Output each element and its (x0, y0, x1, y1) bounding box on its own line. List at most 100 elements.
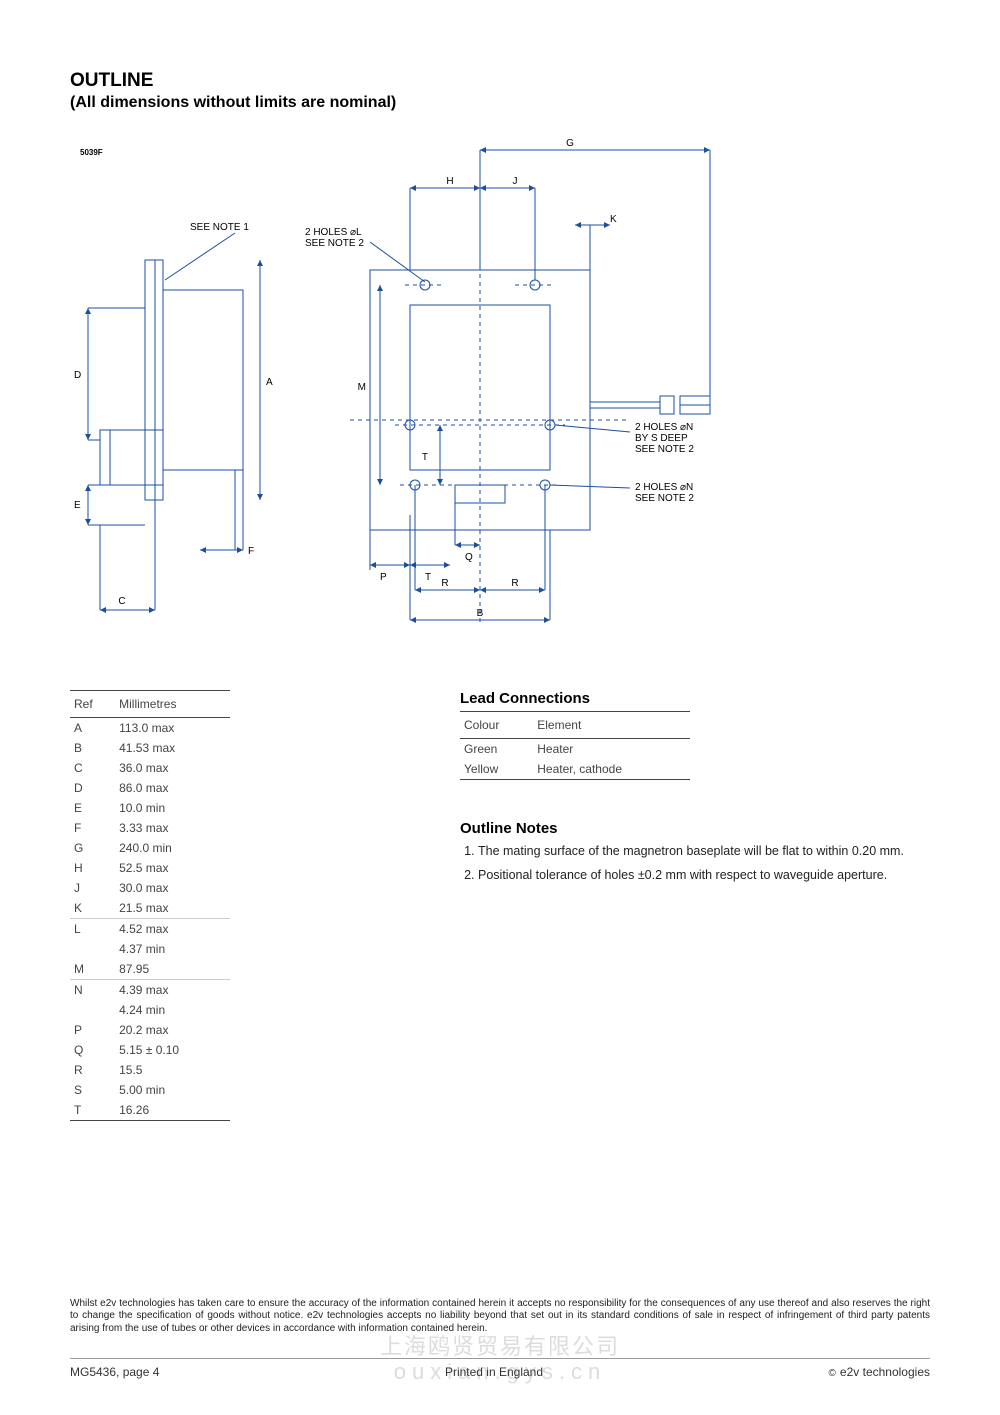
table-row: P20.2 max (70, 1020, 230, 1040)
svg-text:C: C (118, 596, 125, 607)
outline-note: Positional tolerance of holes ±0.2 mm wi… (478, 867, 930, 885)
dim-ref: A (70, 718, 115, 739)
dim-ref: C (70, 758, 115, 778)
dim-val: 16.26 (115, 1100, 230, 1121)
svg-text:E: E (74, 500, 81, 511)
svg-text:R: R (441, 578, 448, 589)
dim-val: 5.15 ± 0.10 (115, 1040, 230, 1060)
svg-text:SEE NOTE 2: SEE NOTE 2 (635, 493, 694, 504)
table-row: G240.0 min (70, 838, 230, 858)
lead-connections-table: Colour Element GreenHeaterYellowHeater, … (460, 711, 690, 780)
table-row: S5.00 min (70, 1080, 230, 1100)
svg-text:2 HOLES ⌀N: 2 HOLES ⌀N (635, 422, 693, 433)
lead-element: Heater (533, 739, 690, 760)
dim-val: 4.39 max (115, 980, 230, 1001)
svg-text:J: J (513, 176, 518, 187)
dim-ref: E (70, 798, 115, 818)
page-subtitle: (All dimensions without limits are nomin… (70, 94, 930, 112)
svg-text:G: G (566, 138, 574, 149)
table-row: D86.0 max (70, 778, 230, 798)
dim-val: 240.0 min (115, 838, 230, 858)
dim-ref: J (70, 878, 115, 898)
svg-text:D: D (74, 370, 81, 381)
table-row: E10.0 min (70, 798, 230, 818)
dim-ref: L (70, 919, 115, 940)
table-row: 4.24 min (70, 1000, 230, 1020)
table-row: YellowHeater, cathode (460, 759, 690, 780)
dim-ref: B (70, 738, 115, 758)
dim-val: 113.0 max (115, 718, 230, 739)
dim-val: 10.0 min (115, 798, 230, 818)
dim-val: 5.00 min (115, 1080, 230, 1100)
dim-ref: K (70, 898, 115, 919)
dim-ref: H (70, 858, 115, 878)
table-row: F3.33 max (70, 818, 230, 838)
dim-val: 4.24 min (115, 1000, 230, 1020)
drawing-id: 5039F (80, 148, 103, 157)
lead-colour: Yellow (460, 759, 533, 780)
outline-notes-heading: Outline Notes (460, 820, 930, 837)
svg-text:T: T (425, 572, 431, 583)
dim-ref: R (70, 1060, 115, 1080)
svg-text:2 HOLES ⌀L: 2 HOLES ⌀L (305, 227, 362, 238)
table-row: N4.39 max (70, 980, 230, 1001)
table-row: T16.26 (70, 1100, 230, 1121)
footer-center: Printed in England (445, 1365, 543, 1379)
outline-notes-list: The mating surface of the magnetron base… (460, 843, 930, 884)
dim-val: 21.5 max (115, 898, 230, 919)
dim-ref: S (70, 1080, 115, 1100)
dim-ref: G (70, 838, 115, 858)
dim-ref: D (70, 778, 115, 798)
disclaimer-text: Whilst e2v technologies has taken care t… (70, 1298, 930, 1336)
footer-right: e2v technologies (829, 1365, 930, 1379)
table-row: H52.5 max (70, 858, 230, 878)
dim-val: 4.52 max (115, 919, 230, 940)
svg-text:H: H (446, 176, 453, 187)
lead-col-element: Element (533, 712, 690, 739)
outline-diagram: 5039F ADECFSEE NOTE 12 HOLES ⌀LSEE NOTE … (70, 130, 930, 660)
dim-ref (70, 1000, 115, 1020)
dim-ref: M (70, 959, 115, 980)
dim-col-ref: Ref (70, 691, 115, 718)
dim-val: 30.0 max (115, 878, 230, 898)
table-row: K21.5 max (70, 898, 230, 919)
dim-col-val: Millimetres (115, 691, 230, 718)
dim-val: 15.5 (115, 1060, 230, 1080)
svg-text:B: B (477, 608, 484, 619)
table-row: B41.53 max (70, 738, 230, 758)
dim-val: 41.53 max (115, 738, 230, 758)
lead-colour: Green (460, 739, 533, 760)
svg-text:F: F (248, 546, 254, 557)
outline-note: The mating surface of the magnetron base… (478, 843, 930, 861)
svg-text:2 HOLES ⌀N: 2 HOLES ⌀N (635, 482, 693, 493)
dim-val: 4.37 min (115, 939, 230, 959)
svg-text:A: A (266, 377, 273, 388)
svg-text:SEE NOTE 2: SEE NOTE 2 (305, 238, 364, 249)
table-row: GreenHeater (460, 739, 690, 760)
dim-ref: Q (70, 1040, 115, 1060)
svg-text:P: P (380, 572, 387, 583)
lead-connections-heading: Lead Connections (460, 690, 930, 707)
table-row: 4.37 min (70, 939, 230, 959)
svg-text:K: K (610, 214, 617, 225)
svg-text:BY S DEEP: BY S DEEP (635, 433, 688, 444)
dim-val: 86.0 max (115, 778, 230, 798)
table-row: M87.95 (70, 959, 230, 980)
lead-element: Heater, cathode (533, 759, 690, 780)
footer-left: MG5436, page 4 (70, 1365, 159, 1379)
page-title: OUTLINE (70, 70, 930, 92)
dim-val: 20.2 max (115, 1020, 230, 1040)
lead-col-colour: Colour (460, 712, 533, 739)
dim-val: 87.95 (115, 959, 230, 980)
table-row: J30.0 max (70, 878, 230, 898)
svg-text:SEE NOTE 1: SEE NOTE 1 (190, 222, 249, 233)
dim-ref: N (70, 980, 115, 1001)
dim-ref: F (70, 818, 115, 838)
svg-text:M: M (358, 382, 366, 393)
dim-val: 52.5 max (115, 858, 230, 878)
dim-ref: P (70, 1020, 115, 1040)
table-row: Q5.15 ± 0.10 (70, 1040, 230, 1060)
svg-text:R: R (511, 578, 518, 589)
dim-ref: T (70, 1100, 115, 1121)
svg-text:Q: Q (465, 552, 473, 563)
